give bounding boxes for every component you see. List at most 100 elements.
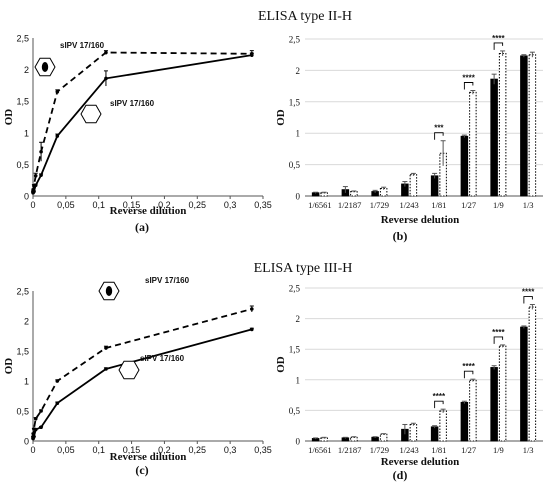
- data-point: [33, 417, 38, 421]
- panel-label: (d): [393, 468, 408, 482]
- legend-label: sIPV 17/160: [145, 276, 190, 285]
- bar: [430, 426, 439, 442]
- data-point: [104, 50, 108, 55]
- y-tick-label: 0,5: [289, 160, 301, 170]
- bar: [498, 345, 507, 442]
- y-axis-label: OD: [275, 109, 287, 126]
- y-axis-label: OD: [3, 358, 15, 375]
- panel-label: (a): [135, 220, 149, 234]
- x-tick-label: 0: [30, 200, 35, 210]
- data-point: [55, 401, 60, 406]
- series-line: [32, 308, 253, 437]
- legend-label: sIPV 17/160: [140, 354, 185, 363]
- data-point: [33, 183, 38, 188]
- data-point: [32, 189, 36, 194]
- outline-hexagon-icon: [80, 104, 102, 124]
- panel-a: 0 0,5 1 1,5 2 2,5 0 0,05 0,1 0,15 0,2 0,25 0,3 0,35 OD…: [3, 34, 272, 235]
- legend-label: sIPV 17/160: [60, 41, 105, 50]
- significance-label: ****: [462, 362, 475, 371]
- x-axis-label: Reverse delution: [381, 456, 460, 468]
- bar: [520, 326, 528, 442]
- y-tick-label: 1,5: [289, 97, 301, 107]
- x-tick-label: 0,1: [92, 445, 105, 455]
- bar: [528, 54, 537, 197]
- data-point: [55, 89, 60, 94]
- significance-bracket: [523, 296, 533, 304]
- y-tick-label: 1: [296, 375, 301, 385]
- series-line: [32, 328, 253, 439]
- y-tick-label: 2,5: [16, 34, 29, 44]
- significance-bracket: [434, 400, 444, 409]
- y-tick-label: 0: [24, 437, 29, 447]
- y-axis-label: OD: [3, 109, 15, 126]
- x-tick-label: 1/729: [370, 445, 389, 455]
- x-tick-label: 1/243: [399, 445, 418, 455]
- x-tick-label: 1/81: [431, 445, 446, 455]
- y-tick-label: 1,5: [16, 97, 29, 107]
- bar: [528, 306, 537, 442]
- data-point: [39, 425, 43, 430]
- significance-label: ****: [492, 328, 505, 337]
- x-tick-label: 0,3: [224, 445, 237, 455]
- significance-label: ****: [433, 392, 446, 401]
- panel-label: (b): [393, 229, 408, 243]
- y-tick-label: 2: [296, 314, 301, 324]
- panel-c: 0 0,5 1 1,5 2 2,5 0 0,05 0,1 0,15 0,2 0,25 0,3 0,35 OD…: [3, 276, 272, 477]
- data-point: [104, 346, 108, 350]
- x-tick-label: 1/27: [461, 200, 476, 210]
- data-point: [104, 367, 108, 371]
- bar: [498, 52, 507, 197]
- bar: [469, 91, 477, 197]
- significance-label: ****: [462, 73, 475, 82]
- x-tick-label: 1/27: [461, 445, 476, 455]
- bar: [469, 379, 477, 442]
- bar: [430, 175, 439, 197]
- x-tick-label: 0,2: [158, 200, 171, 210]
- x-tick-label: 0,25: [189, 445, 207, 455]
- y-tick-label: 1: [24, 128, 29, 138]
- bar: [439, 410, 447, 442]
- panel-d: 0 0,5 1 1,5 2 2,5 OD Reverse delution(d) 1/6561 1…: [275, 284, 543, 482]
- x-tick-label: 0,05: [57, 200, 75, 210]
- significance-bracket: [493, 336, 504, 344]
- x-tick-label: 1/6561: [308, 445, 332, 455]
- y-tick-label: 0,5: [16, 160, 29, 170]
- y-tick-label: 1: [296, 129, 301, 139]
- x-tick-label: 0,35: [254, 200, 272, 210]
- x-tick-label: 1/81: [431, 200, 446, 210]
- hexagon-core-icon: [41, 62, 49, 72]
- data-point: [250, 327, 254, 332]
- bar: [409, 174, 418, 197]
- section-title-iii: ELISA type III-H: [254, 261, 353, 276]
- x-axis-label: Reverse dilution: [110, 205, 187, 217]
- data-point: [250, 53, 254, 57]
- x-tick-label: 1/9: [493, 445, 504, 455]
- x-tick-label: 1/9: [493, 200, 504, 210]
- significance-label: ****: [522, 288, 535, 297]
- series-line: [32, 54, 252, 193]
- x-tick-label: 0,2: [158, 445, 171, 455]
- data-point: [250, 307, 254, 311]
- outline-hexagon-icon: [118, 360, 140, 380]
- significance-label: ***: [434, 124, 444, 133]
- significance-bracket: [463, 370, 474, 379]
- y-tick-label: 2: [296, 66, 301, 76]
- y-tick-label: 0: [24, 192, 29, 202]
- x-axis-label: Reverse dilution: [110, 451, 187, 463]
- hexagon-core-icon: [105, 286, 113, 296]
- bar: [379, 433, 388, 442]
- y-tick-label: 2,5: [16, 287, 29, 297]
- data-point: [39, 173, 43, 177]
- y-tick-label: 1: [24, 377, 29, 387]
- section-title-ii: ELISA type II-H: [258, 9, 352, 24]
- data-point: [33, 427, 38, 432]
- x-tick-label: 1/2187: [338, 200, 362, 210]
- x-tick-label: 0: [30, 445, 35, 455]
- bar: [490, 78, 498, 197]
- data-point: [39, 409, 43, 413]
- significance-bracket: [493, 42, 504, 50]
- y-tick-label: 2,5: [289, 284, 301, 294]
- bar: [460, 401, 469, 442]
- y-tick-label: 0,5: [289, 406, 301, 416]
